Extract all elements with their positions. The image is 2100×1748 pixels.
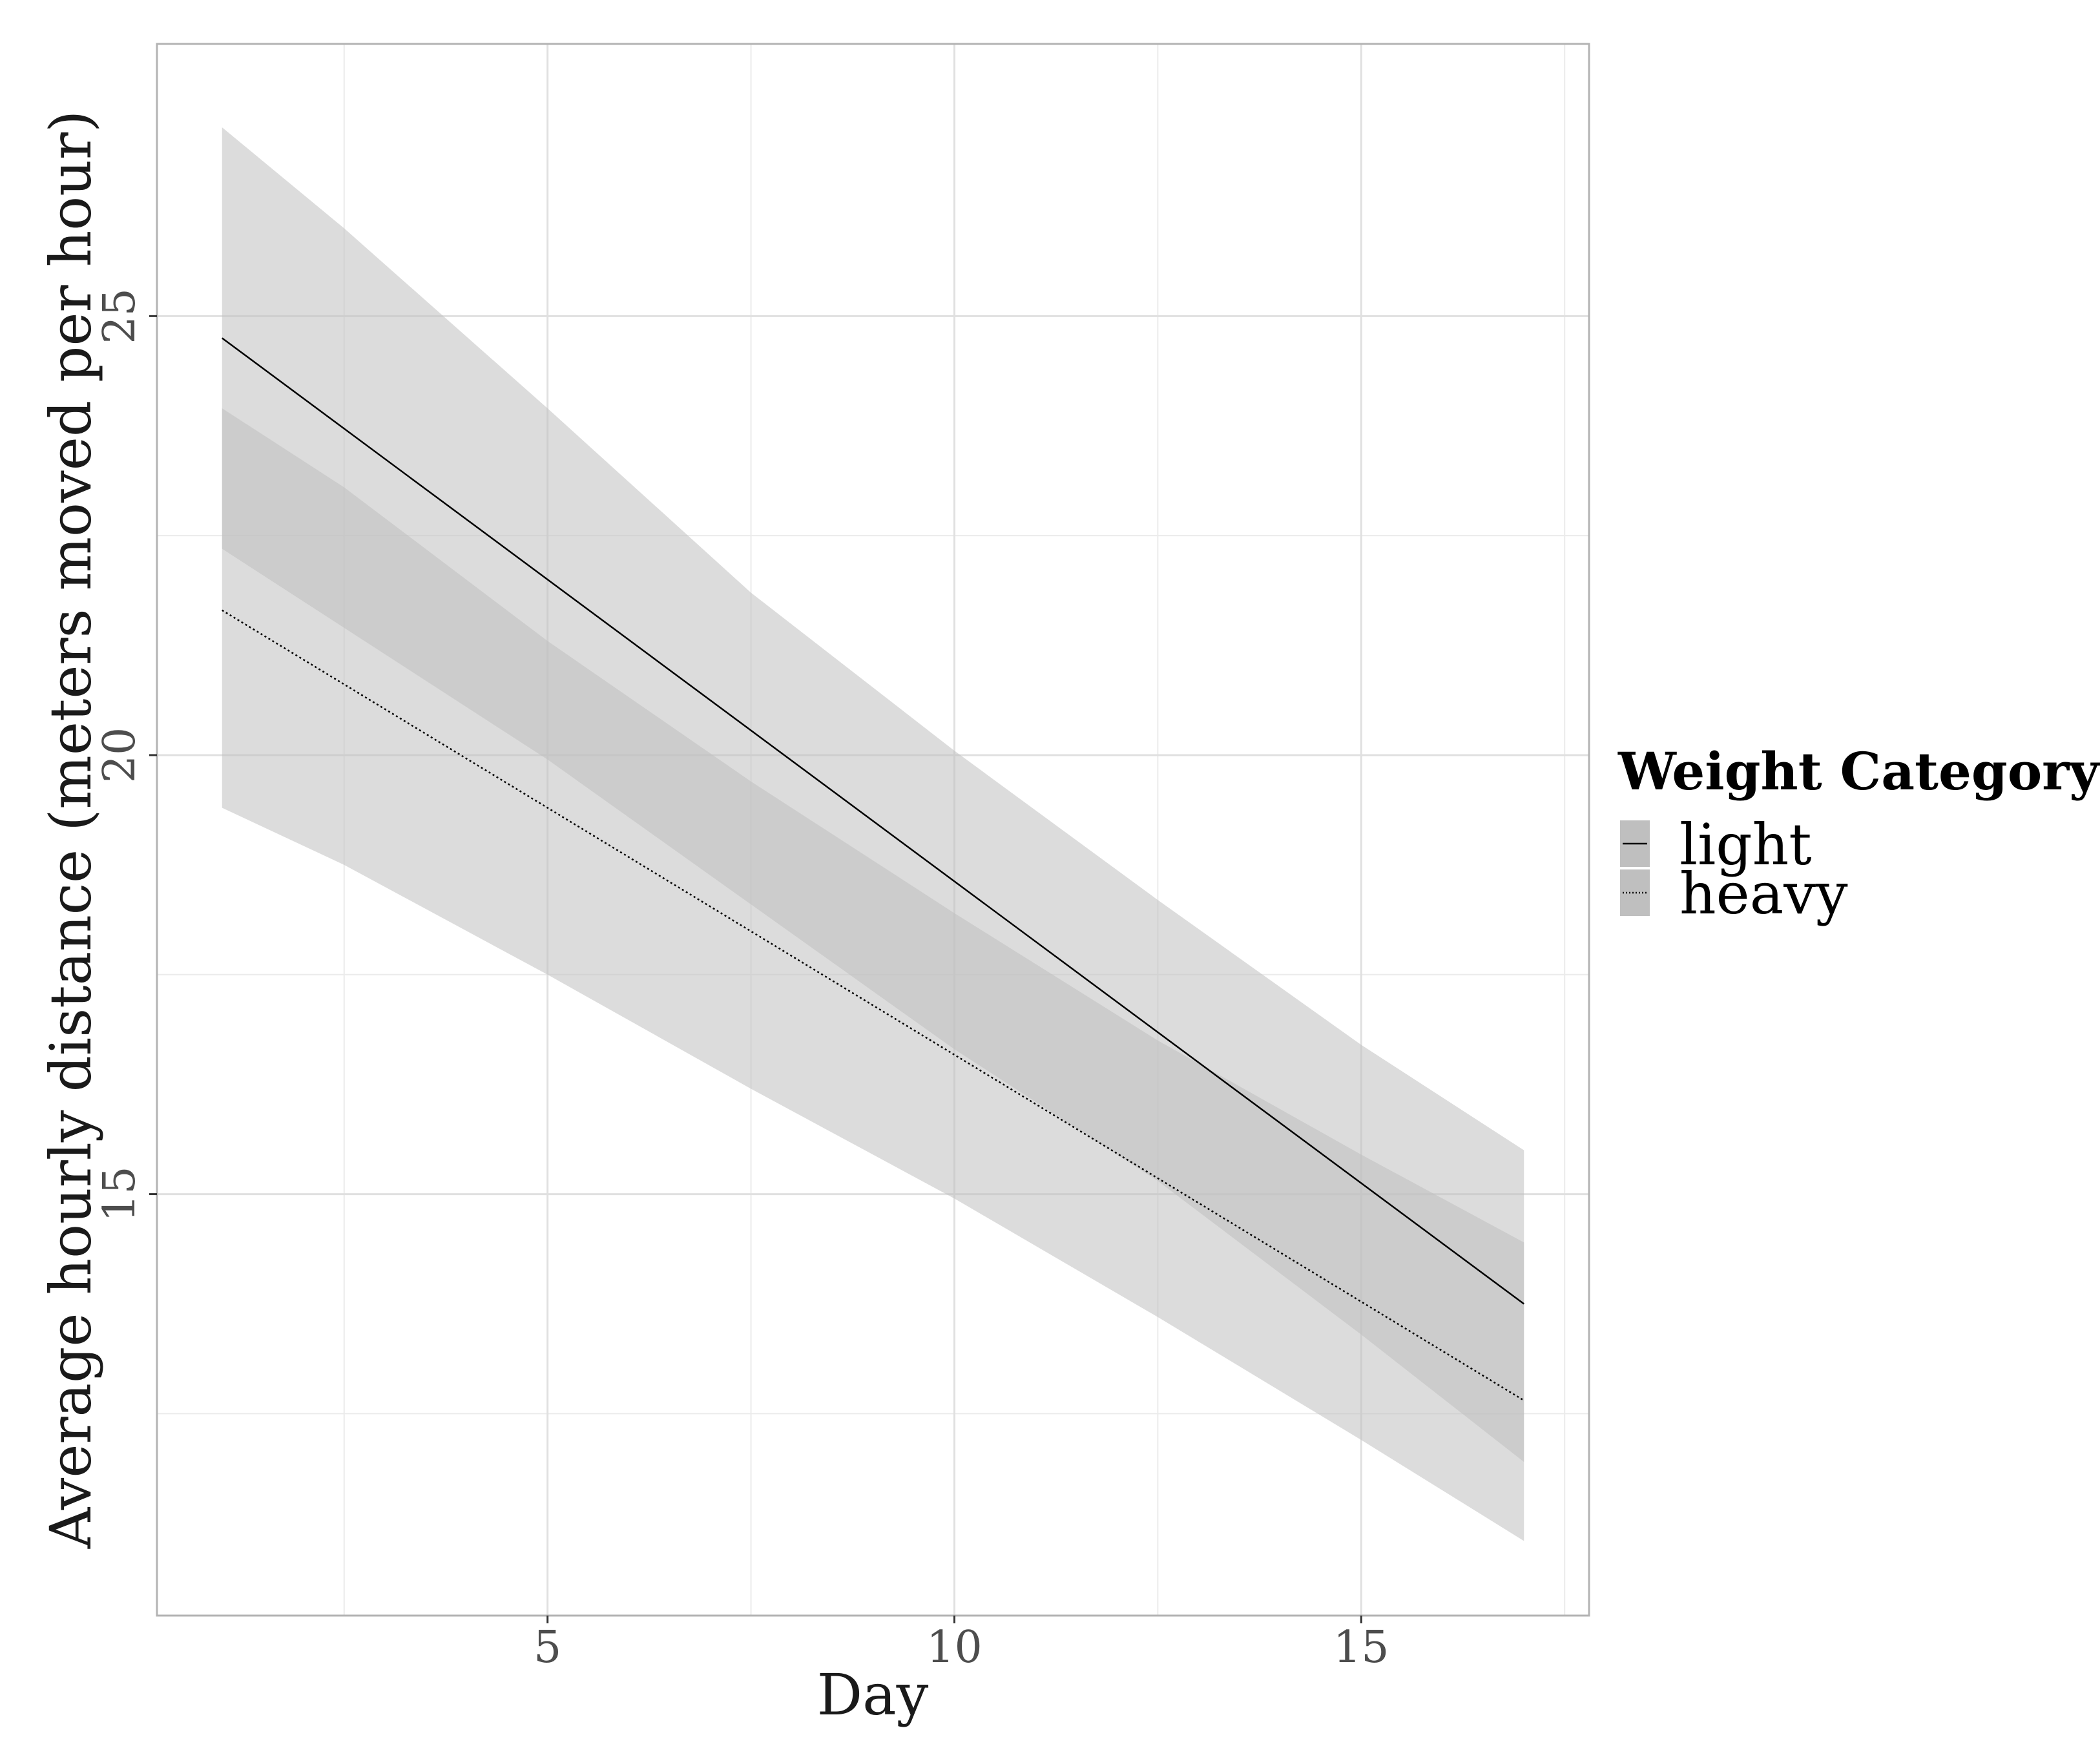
x-tick-label-0: 5 <box>534 1622 561 1673</box>
legend-key-heavy-fill <box>1620 869 1650 916</box>
confidence-ribbons <box>222 127 1524 1541</box>
x-axis-title: Day <box>817 1661 929 1728</box>
y-axis-title: Average hourly distance (meters moved pe… <box>37 110 104 1550</box>
line-light <box>222 337 1524 1305</box>
panel-border <box>156 43 1590 1617</box>
legend: Weight Category light heavy <box>1617 741 2100 927</box>
y-tick-label-1: 20 <box>94 727 145 784</box>
legend-label-light: light <box>1679 811 1812 878</box>
y-tick-label-0: 15 <box>94 1166 145 1222</box>
x-tick-label-2: 15 <box>1333 1622 1389 1673</box>
y-tick-label-2: 25 <box>94 288 145 344</box>
series-lines <box>222 337 1524 1402</box>
ribbon-heavy <box>222 408 1524 1462</box>
line-heavy <box>222 609 1524 1402</box>
legend-title: Weight Category <box>1617 741 2100 802</box>
x-tick-label-1: 10 <box>926 1622 982 1673</box>
legend-label-heavy: heavy <box>1679 860 1848 927</box>
axis-ticks: 5 10 15 15 20 25 <box>94 288 1389 1673</box>
